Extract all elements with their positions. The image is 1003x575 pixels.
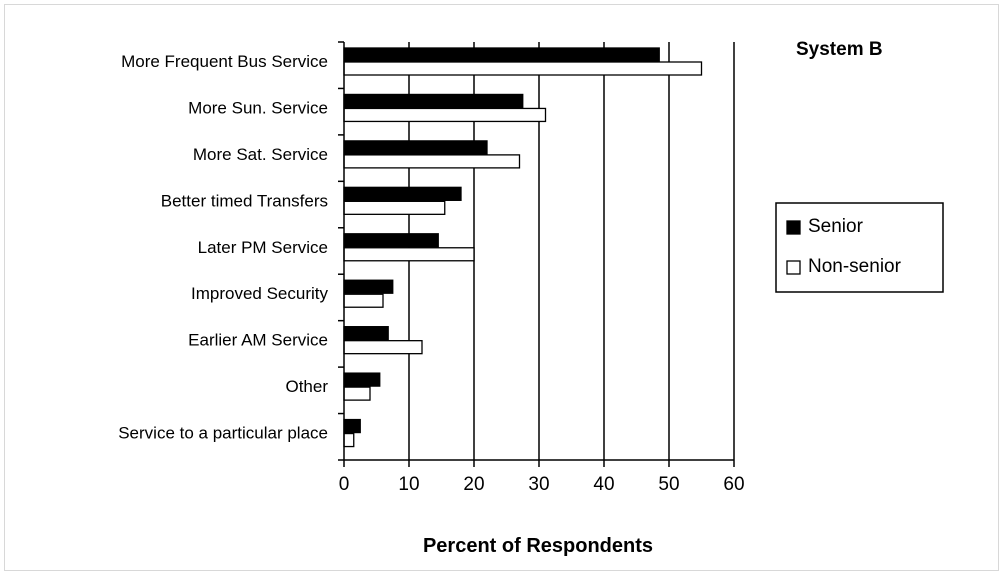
legend: Senior Non-senior — [775, 202, 944, 293]
category-label: More Sat. Service — [193, 145, 328, 164]
bar-non-senior — [343, 107, 547, 123]
category-label: Earlier AM Service — [188, 331, 328, 350]
x-axis-label: Percent of Respondents — [423, 535, 653, 557]
bar-non-senior — [343, 340, 423, 355]
x-tick-label: 0 — [339, 474, 350, 495]
bars — [343, 47, 703, 448]
bar-non-senior — [343, 154, 521, 169]
x-tick-label: 60 — [723, 474, 744, 495]
bar-non-senior — [343, 293, 384, 308]
category-label: Service to a particular place — [118, 424, 328, 443]
category-label: Later PM Service — [198, 238, 328, 257]
bar-senior — [343, 47, 660, 62]
bar-non-senior — [343, 200, 446, 215]
chart-title: System B — [796, 39, 883, 60]
bar-non-senior — [343, 247, 475, 262]
bar-non-senior — [343, 432, 355, 448]
bar-senior — [343, 372, 381, 387]
category-labels: More Frequent Bus Service More Sun. Servi… — [118, 52, 328, 443]
x-tick-label: 40 — [593, 474, 614, 495]
bar-senior — [343, 279, 394, 294]
category-label: Other — [285, 377, 328, 396]
bar-senior — [343, 186, 462, 201]
bar-non-senior — [343, 386, 371, 401]
x-tick-label: 10 — [398, 474, 419, 495]
legend-swatch — [786, 220, 801, 235]
legend-box — [775, 202, 944, 293]
bar-senior — [343, 140, 488, 155]
category-label: More Frequent Bus Service — [121, 52, 328, 71]
axes — [338, 41, 735, 467]
bar-senior — [343, 418, 361, 434]
chart-frame: 0 10 20 30 40 50 60 More Frequent Bus Service M… — [4, 4, 999, 571]
bar-senior — [343, 326, 389, 341]
legend-label: Senior — [808, 216, 864, 237]
bar-non-senior — [343, 61, 703, 76]
legend-swatch — [786, 260, 801, 275]
bar-senior — [343, 233, 439, 248]
category-label: Improved Security — [191, 284, 328, 303]
x-tick-label: 50 — [658, 474, 679, 495]
tick-labels: 0 10 20 30 40 50 60 — [339, 474, 745, 495]
x-tick-label: 20 — [463, 474, 484, 495]
category-label: More Sun. Service — [188, 98, 328, 117]
bar-senior — [343, 93, 524, 109]
x-tick-label: 30 — [528, 474, 549, 495]
bar-chart: 0 10 20 30 40 50 60 More Frequent Bus ServiceM… — [118, 39, 944, 557]
category-label: Better timed Transfers — [161, 191, 328, 210]
legend-label: Non-senior — [808, 256, 902, 277]
